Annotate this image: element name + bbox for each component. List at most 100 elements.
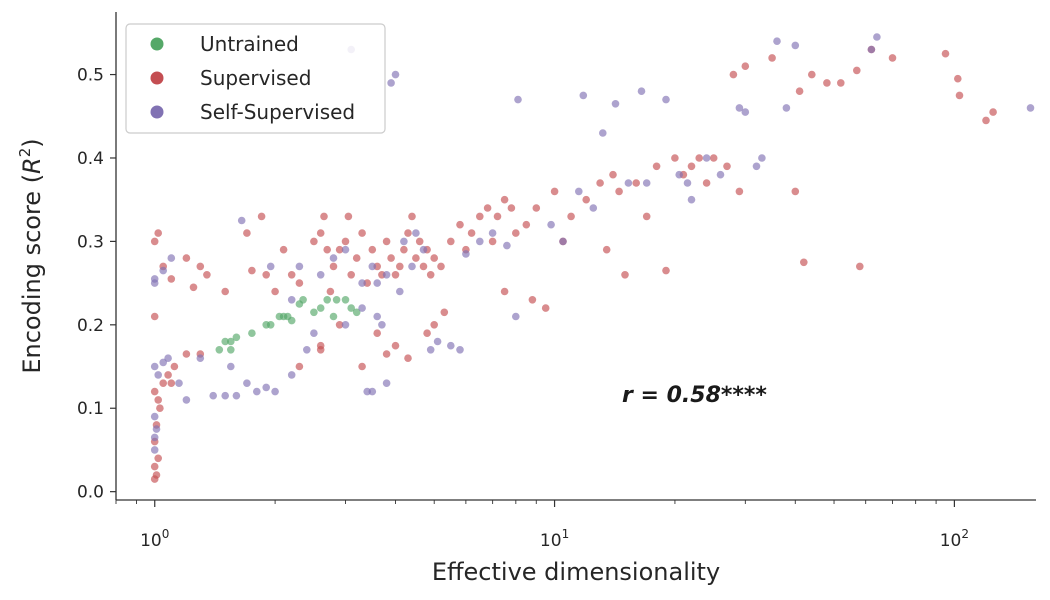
data-point xyxy=(768,54,776,62)
data-point xyxy=(373,312,382,321)
data-point xyxy=(853,66,861,75)
data-point xyxy=(447,237,455,246)
data-point xyxy=(335,245,344,254)
data-point xyxy=(266,262,275,271)
data-point xyxy=(1026,104,1035,112)
data-point xyxy=(582,195,590,204)
data-point xyxy=(396,287,404,296)
data-point xyxy=(316,271,325,279)
legend: Untrained Supervised Self-Supervised xyxy=(125,23,386,134)
data-point xyxy=(358,304,366,312)
data-point xyxy=(271,287,279,296)
data-point xyxy=(782,104,791,112)
data-point xyxy=(232,333,241,342)
data-points xyxy=(150,33,1035,483)
data-point xyxy=(387,79,395,87)
data-point xyxy=(391,70,400,79)
data-point xyxy=(404,229,412,237)
data-point xyxy=(642,179,651,187)
data-point xyxy=(488,229,497,237)
data-point xyxy=(671,154,679,162)
data-point xyxy=(341,237,350,246)
data-point xyxy=(227,346,235,354)
data-point xyxy=(368,262,377,271)
data-point xyxy=(262,383,271,392)
data-point xyxy=(662,95,670,104)
data-point xyxy=(419,245,428,254)
data-point xyxy=(150,312,159,321)
data-point xyxy=(196,262,205,271)
data-point xyxy=(373,329,382,338)
data-point xyxy=(415,237,424,246)
y-axis-label: Encoding score (R2) xyxy=(16,138,46,373)
data-point xyxy=(687,195,696,204)
data-point xyxy=(412,229,420,237)
data-point xyxy=(358,362,366,371)
data-point xyxy=(329,254,338,262)
data-point xyxy=(182,350,191,358)
data-point xyxy=(507,204,516,212)
data-point xyxy=(262,271,271,279)
data-point xyxy=(156,404,164,413)
data-point xyxy=(541,304,550,312)
legend-box xyxy=(125,23,386,134)
data-point xyxy=(352,254,361,262)
data-point xyxy=(170,362,179,371)
data-point xyxy=(295,279,304,287)
data-point xyxy=(528,296,537,304)
data-point xyxy=(266,321,275,329)
data-point xyxy=(382,379,391,388)
data-point xyxy=(741,108,750,116)
data-point xyxy=(196,354,205,363)
data-point xyxy=(493,212,502,221)
data-point xyxy=(310,329,318,338)
x-ticks: 100 101 102 xyxy=(115,500,969,551)
data-point xyxy=(621,271,629,279)
data-point xyxy=(550,187,559,196)
series-self-supervised xyxy=(150,33,1035,454)
data-point xyxy=(500,195,509,204)
data-point xyxy=(182,254,191,262)
data-point xyxy=(741,62,750,70)
y-tick-label: 0.2 xyxy=(77,316,104,336)
data-point xyxy=(400,237,408,246)
data-point xyxy=(462,250,470,258)
data-point xyxy=(426,271,435,279)
data-point xyxy=(368,245,377,254)
data-point xyxy=(611,100,620,108)
data-point xyxy=(164,354,172,363)
data-point xyxy=(758,154,766,162)
data-point xyxy=(791,41,800,50)
data-point xyxy=(837,79,845,87)
data-point xyxy=(632,179,640,187)
y-tick-label: 0.3 xyxy=(77,232,104,252)
data-point xyxy=(800,258,808,267)
data-point xyxy=(476,237,484,246)
data-point xyxy=(559,237,567,246)
data-point xyxy=(287,296,296,304)
data-point xyxy=(752,162,761,171)
data-point xyxy=(221,391,229,400)
data-point xyxy=(456,220,464,229)
legend-label: Untrained xyxy=(200,32,299,56)
data-point xyxy=(652,162,661,171)
data-point xyxy=(795,87,804,95)
data-point xyxy=(368,387,377,396)
data-point xyxy=(150,412,159,421)
data-point xyxy=(575,187,583,196)
data-point xyxy=(344,212,353,221)
data-point xyxy=(150,362,159,371)
data-point xyxy=(279,245,288,254)
data-point xyxy=(675,170,683,179)
data-point xyxy=(382,237,391,246)
data-point xyxy=(310,308,318,317)
data-point xyxy=(150,387,159,396)
data-point xyxy=(347,304,356,312)
data-point xyxy=(500,287,509,296)
data-point xyxy=(596,179,604,187)
data-point xyxy=(248,329,256,338)
data-point xyxy=(243,229,251,237)
data-point xyxy=(243,379,251,388)
data-point xyxy=(152,425,161,433)
